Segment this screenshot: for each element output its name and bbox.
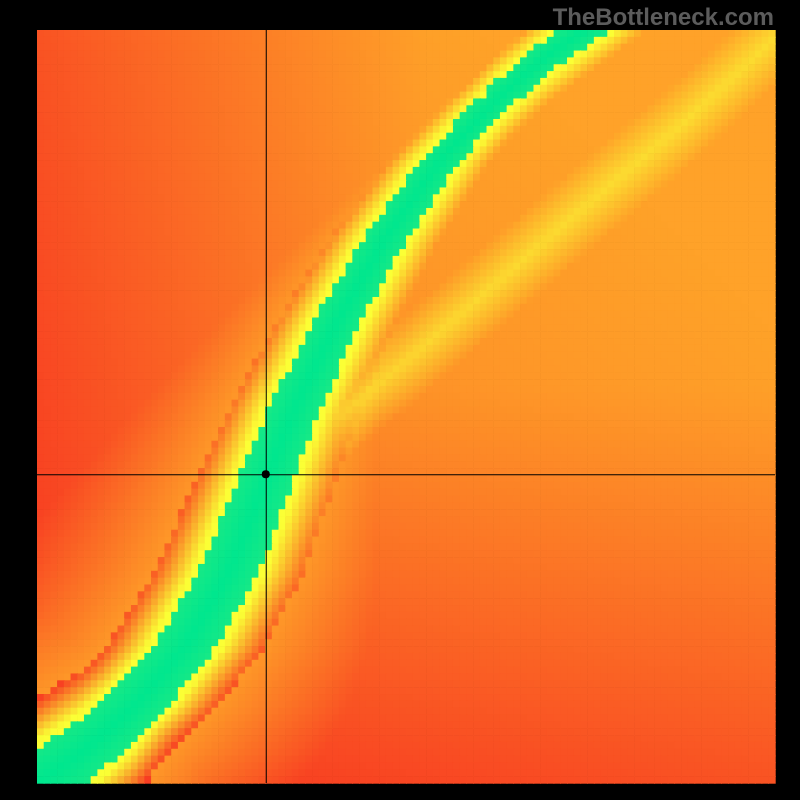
heatmap-canvas: [0, 0, 800, 800]
watermark-text: TheBottleneck.com: [553, 4, 774, 32]
chart-container: TheBottleneck.com: [0, 0, 800, 800]
